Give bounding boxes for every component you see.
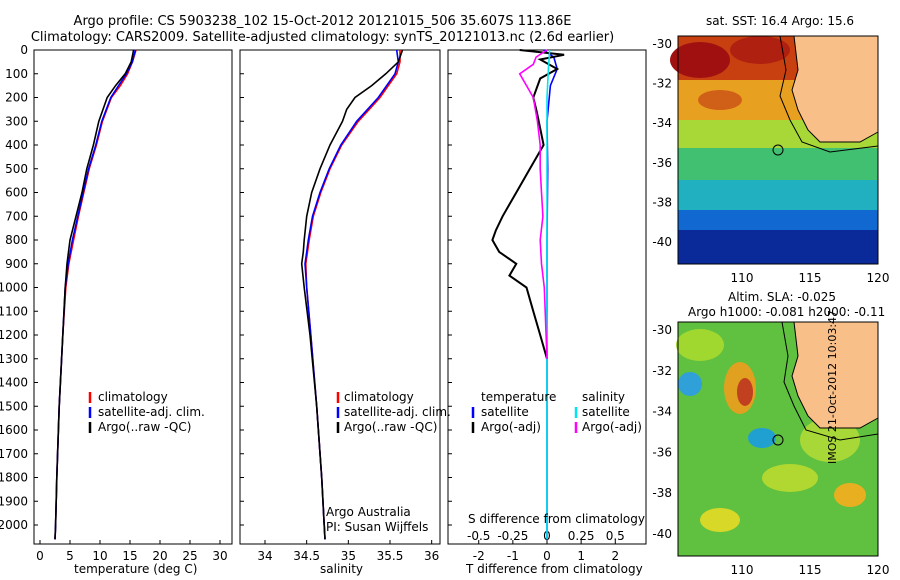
sdiff-tick-label: 0.5 [606,529,625,543]
diff-legend-sal-header: salinity [582,390,626,404]
salinity-xlabel: salinity [320,562,364,576]
temp-xtick-label: 20 [152,549,167,563]
sla-xtick-label: 120 [867,563,890,577]
temp-ytick-label: 0 [20,43,28,57]
sal-annotation-1: Argo Australia [326,505,411,519]
sst-xtick-label: 110 [731,271,754,285]
sst-ytick-label: -30 [652,37,672,51]
tdiff-xtick-label: 0 [543,549,551,563]
temp-ytick-label: 1100 [0,304,28,318]
sla-ytick-label: -38 [652,486,672,500]
title-line-2: Climatology: CARS2009. Satellite-adjuste… [30,30,615,45]
temp-ytick-label: 200 [5,91,28,105]
diff-series-line [546,49,551,540]
sdiff-label: S difference from climatology [468,512,645,526]
temp-ytick-label: 2000 [0,518,28,532]
temp-ytick-label: 1600 [0,423,28,437]
tdiff-xlabel: T difference from climatology [466,562,643,576]
temp-ytick-label: 100 [5,67,28,81]
sal-legend-2: satellite-adj. clim. [344,405,451,419]
temp-ytick-label: 600 [5,186,28,200]
diff-legend-temp-header: temperature [481,390,557,404]
temp-ytick-label: 1700 [0,447,28,461]
sla-map [676,321,879,557]
sst-ytick-label: -38 [652,195,672,209]
temp-xtick-label: 0 [36,549,44,563]
diff-legend-sal-sat: satellite [582,405,630,419]
temp-xtick-label: 15 [122,549,137,563]
diff-legend-temp-sat: satellite [481,405,529,419]
sal-xtick-label: 35 [341,549,356,563]
sla-ytick-label: -30 [652,323,672,337]
sla-ytick-label: -34 [652,405,672,419]
temp-xtick-label: 5 [66,549,74,563]
temperature-panel [33,49,233,545]
sst-ytick-label: -40 [652,235,672,249]
temperature-xlabel: temperature (deg C) [74,562,198,576]
sst-xtick-label: 120 [867,271,890,285]
sal-xtick-label: 34 [257,549,272,563]
diff-series-line [518,49,548,359]
temp-legend-3: Argo(..raw -QC) [98,420,192,434]
temp-ytick-label: 1400 [0,376,28,390]
temp-ytick-label: 1500 [0,399,28,413]
sal-legend-3: Argo(..raw -QC) [344,420,438,434]
title-line-1: Argo profile: CS 5903238_102 15-Oct-2012… [73,14,572,29]
diff-legend-sal-argo: Argo(-adj) [582,420,642,434]
temp-ytick-label: 400 [5,138,28,152]
temp-ytick-label: 1200 [0,328,28,342]
temp-ytick-label: 1300 [0,352,28,366]
tdiff-xtick-label: -2 [473,549,485,563]
sal-xtick-label: 36 [424,549,439,563]
diff-legend-temp-argo: Argo(-adj) [481,420,541,434]
temp-legend-1: climatology [98,390,168,404]
sal-annotation-2: PI: Susan Wijffels [326,520,429,534]
sst-ytick-label: -32 [652,77,672,91]
sal-xtick-label: 34.5 [293,549,320,563]
temp-legend-2: satellite-adj. clim. [98,405,205,419]
diff-series-line [491,49,565,360]
tdiff-xtick-label: -1 [507,549,519,563]
sla-xtick-label: 110 [731,563,754,577]
sla-ytick-label: -36 [652,445,672,459]
sal-legend-1: climatology [344,390,414,404]
sla-ytick-label: -32 [652,364,672,378]
temp-ytick-label: 700 [5,209,28,223]
sdiff-tick-label: -0.25 [497,529,528,543]
temp-xtick-label: 25 [182,549,197,563]
sdiff-tick-label: -0.5 [467,529,490,543]
tdiff-xtick-label: 2 [611,549,619,563]
sla-map-title-2: Argo h1000: -0.081 h2000: -0.11 [688,305,886,319]
sst-ytick-label: -36 [652,156,672,170]
temp-ytick-label: 1000 [0,281,28,295]
sst-xtick-label: 115 [799,271,822,285]
sal-xtick-label: 35.5 [377,549,404,563]
temp-ytick-label: 800 [5,233,28,247]
sdiff-tick-label: 0.25 [568,529,595,543]
temp-xtick-label: 30 [212,549,227,563]
sla-ytick-label: -40 [652,527,672,541]
sla-map-title-1: Altim. SLA: -0.025 [728,290,837,304]
temp-series-line [54,49,135,540]
sst-map-title: sat. SST: 16.4 Argo: 15.6 [706,14,855,28]
sla-xtick-label: 115 [799,563,822,577]
temp-ytick-label: 900 [5,257,28,271]
tdiff-xtick-label: 1 [577,549,585,563]
sst-map [670,35,879,265]
imos-credit: IMOS 21-Oct-2012 10:03:47 [826,309,839,464]
sal-series-line [300,49,404,540]
temp-ytick-label: 1900 [0,494,28,508]
temp-ytick-label: 300 [5,114,28,128]
temp-ytick-label: 1800 [0,471,28,485]
sst-ytick-label: -34 [652,116,672,130]
salinity-panel [239,49,441,545]
temp-xtick-label: 10 [92,549,107,563]
temp-ytick-label: 500 [5,162,28,176]
